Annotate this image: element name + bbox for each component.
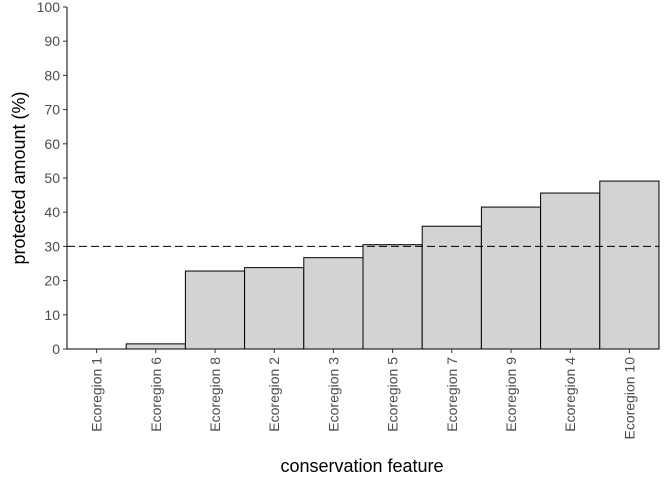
x-tick-label: Ecoregion 7 — [444, 357, 460, 432]
bar-ecoregion-7 — [421, 225, 482, 350]
x-tick-label: Ecoregion 1 — [89, 357, 105, 432]
bar-ecoregion-10 — [599, 180, 660, 350]
y-axis-title: protected amount (%) — [9, 91, 29, 264]
bar-ecoregion-6 — [125, 343, 186, 350]
bar-ecoregion-4 — [540, 192, 601, 350]
y-ticks-group: 0 10 20 30 40 50 60 70 80 90 100 — [37, 0, 67, 357]
x-tick-label: Ecoregion 8 — [207, 357, 223, 432]
y-tick-label: 30 — [44, 238, 60, 254]
x-tick-label: Ecoregion 3 — [325, 357, 341, 432]
x-tick-label: Ecoregion 5 — [385, 357, 401, 432]
y-tick-label: 0 — [52, 341, 60, 357]
x-tick-label: Ecoregion 2 — [266, 357, 282, 432]
y-tick-label: 20 — [44, 273, 60, 289]
y-tick-label: 10 — [44, 307, 60, 323]
x-axis-title: conservation feature — [280, 456, 443, 476]
bars-group — [125, 180, 660, 350]
bar-ecoregion-2 — [244, 267, 305, 350]
bar-ecoregion-8 — [184, 270, 246, 350]
x-ticks-group: Ecoregion 1 Ecoregion 6 Ecoregion 8 Ecoregi… — [89, 349, 637, 440]
x-tick-label: Ecoregion 4 — [562, 357, 578, 432]
y-tick-label: 70 — [44, 102, 60, 118]
y-tick-label: 90 — [44, 33, 60, 49]
bar-ecoregion-3 — [303, 257, 364, 350]
x-tick-label: Ecoregion 6 — [148, 357, 164, 432]
y-tick-label: 40 — [44, 204, 60, 220]
y-tick-label: 50 — [44, 170, 60, 186]
y-tick-label: 60 — [44, 136, 60, 152]
y-tick-label: 80 — [44, 67, 60, 83]
x-tick-label: Ecoregion 10 — [621, 357, 637, 440]
bar-ecoregion-5 — [362, 244, 423, 350]
x-tick-label: Ecoregion 9 — [503, 357, 519, 432]
y-tick-label: 100 — [37, 0, 61, 15]
bar-ecoregion-9 — [480, 206, 542, 350]
